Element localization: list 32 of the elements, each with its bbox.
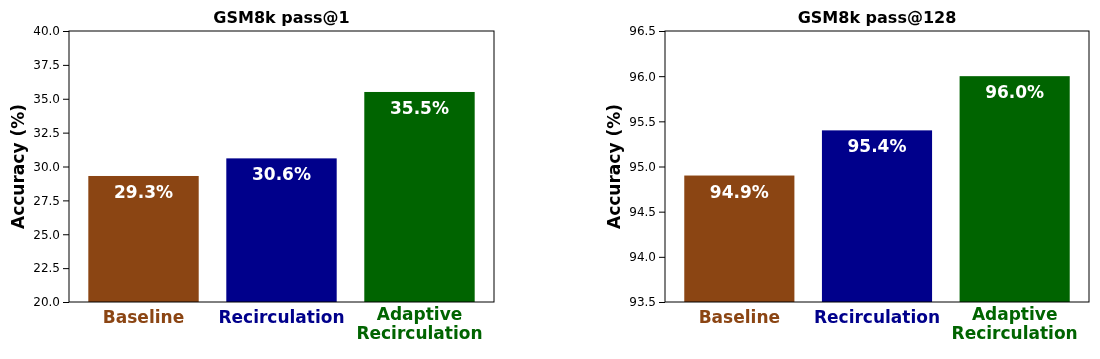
y-tick-label: 96.0	[629, 69, 656, 84]
y-tick-label: 22.5	[33, 261, 60, 276]
data-label: 94.9%	[709, 181, 769, 202]
y-tick-label: 32.5	[33, 125, 60, 140]
y-tick-label: 95.0	[629, 159, 656, 174]
chart-title: GSM8k pass@128	[797, 8, 957, 27]
y-axis-title: Accuracy (%)	[604, 104, 624, 229]
y-tick-label: 93.5	[629, 295, 656, 310]
x-tick-label: Adaptive Recirculation	[356, 303, 483, 343]
x-tick-label: Adaptive Recirculation	[951, 303, 1078, 343]
y-tick-label: 37.5	[33, 58, 60, 73]
y-tick-label: 25.0	[33, 227, 60, 242]
y-tick-label: 40.0	[33, 24, 60, 39]
y-tick-label: 94.5	[629, 205, 656, 220]
y-tick-label: 95.5	[629, 114, 656, 129]
x-tick-label: Baseline	[698, 306, 781, 327]
data-label: 35.5%	[389, 97, 449, 118]
y-tick-label: 96.5	[629, 24, 656, 39]
x-tick-label: Recirculation	[218, 306, 345, 327]
data-label: 29.3%	[114, 181, 174, 202]
chart-title: GSM8k pass@1	[213, 8, 350, 27]
x-tick-label: Recirculation	[813, 306, 941, 327]
data-label: 30.6%	[252, 164, 311, 185]
data-label: 96.0%	[985, 82, 1045, 103]
y-tick-label: 30.0	[33, 159, 60, 174]
y-tick-label: 20.0	[33, 295, 60, 310]
y-tick-label: 35.0	[33, 92, 60, 107]
x-tick-label: Baseline	[102, 306, 185, 327]
y-tick-label: 27.5	[33, 193, 60, 208]
y-tick-label: 94.0	[629, 250, 656, 265]
y-axis-title: Accuracy (%)	[8, 104, 28, 229]
data-label: 95.4%	[847, 136, 907, 157]
